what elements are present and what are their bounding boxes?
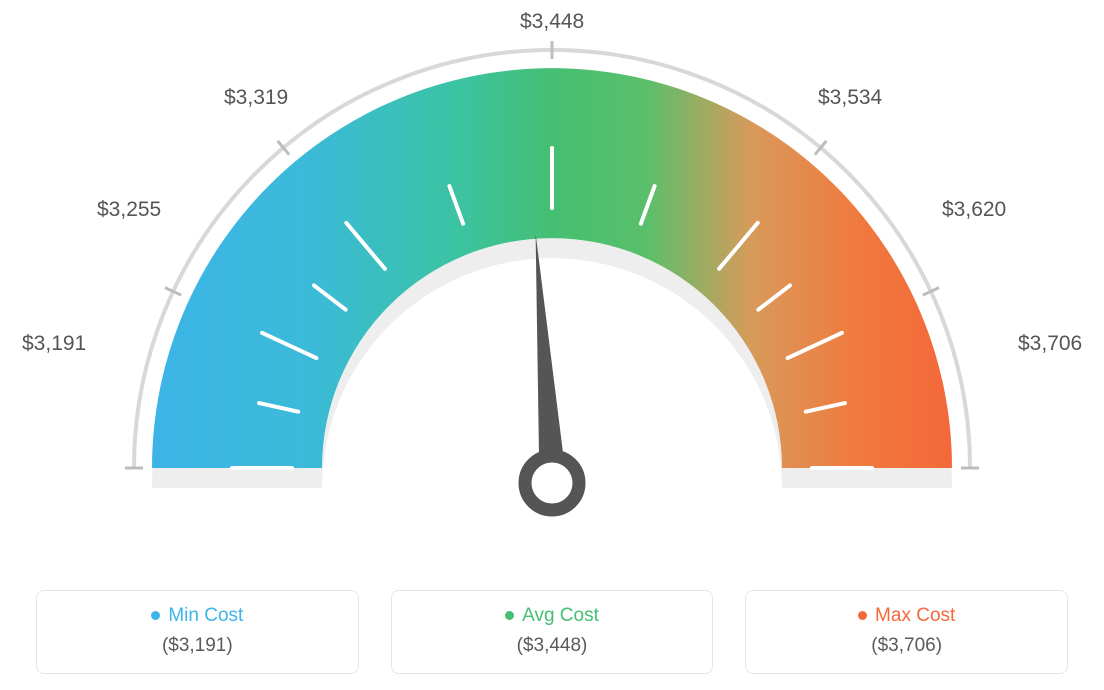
legend-avg-dot [505,611,514,620]
needle [523,233,579,510]
gauge-svg [92,28,1012,568]
legend-min-title: Min Cost [47,605,348,627]
gauge-area: $3,191 $3,255 $3,319 $3,448 $3,534 $3,62… [0,0,1104,570]
legend-max-value: ($3,706) [756,635,1057,657]
legend-avg-title: Avg Cost [402,605,703,627]
legend-avg-label: Avg Cost [522,605,599,626]
legend-min-value: ($3,191) [47,635,348,657]
tick-label-0: $3,191 [22,332,86,356]
legend-max-card: Max Cost ($3,706) [745,590,1068,674]
legend-row: Min Cost ($3,191) Avg Cost ($3,448) Max … [0,590,1104,674]
legend-min-label: Min Cost [168,605,243,626]
legend-max-dot [858,611,867,620]
legend-avg-value: ($3,448) [402,635,703,657]
legend-max-label: Max Cost [875,605,955,626]
legend-avg-card: Avg Cost ($3,448) [391,590,714,674]
legend-max-title: Max Cost [756,605,1057,627]
tick-label-6: $3,706 [1018,332,1082,356]
legend-min-dot [151,611,160,620]
legend-min-card: Min Cost ($3,191) [36,590,359,674]
gauge-chart-container: $3,191 $3,255 $3,319 $3,448 $3,534 $3,62… [0,0,1104,690]
